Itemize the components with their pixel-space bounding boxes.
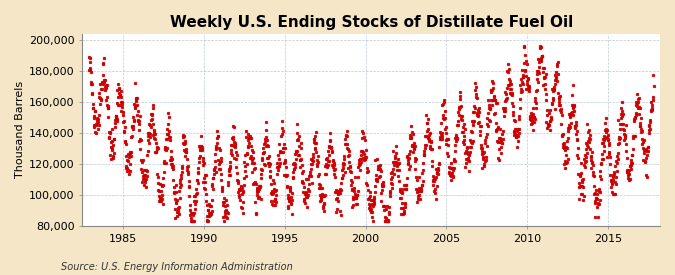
Title: Weekly U.S. Ending Stocks of Distillate Fuel Oil: Weekly U.S. Ending Stocks of Distillate … bbox=[169, 15, 573, 30]
Y-axis label: Thousand Barrels: Thousand Barrels bbox=[15, 81, 25, 178]
Text: Source: U.S. Energy Information Administration: Source: U.S. Energy Information Administ… bbox=[61, 262, 292, 272]
